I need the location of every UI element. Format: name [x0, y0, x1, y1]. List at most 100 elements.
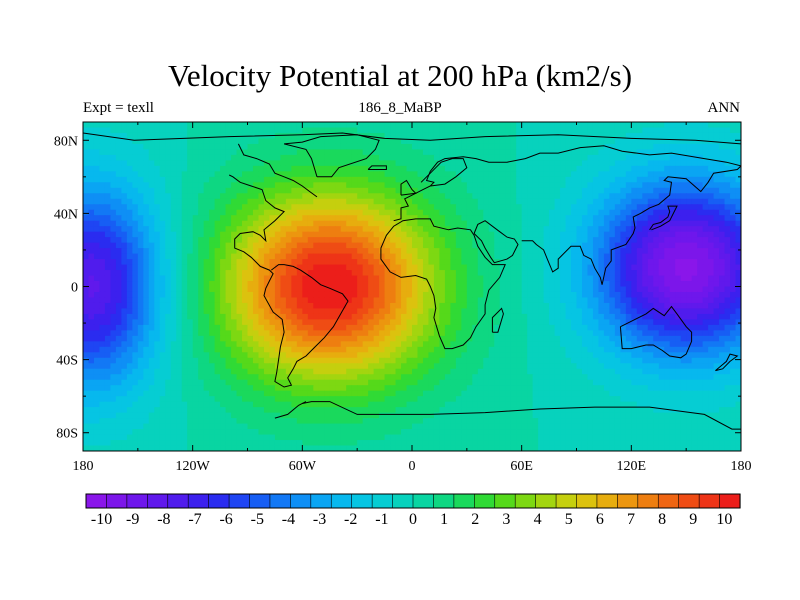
field-cell [115, 335, 122, 342]
field-cell [351, 286, 358, 293]
field-cell [702, 324, 709, 331]
field-cell [543, 198, 550, 205]
field-cell [143, 138, 150, 145]
field-cell [477, 308, 484, 315]
field-cell [192, 187, 199, 194]
field-cell [587, 198, 594, 205]
field-cell [647, 182, 654, 189]
field-cell [258, 237, 265, 244]
field-cell [357, 237, 364, 244]
field-cell [368, 204, 375, 211]
field-cell [488, 171, 495, 178]
field-cell [598, 253, 605, 260]
field-cell [549, 330, 556, 337]
field-cell [126, 209, 133, 216]
field-cell [340, 138, 347, 145]
field-cell [455, 324, 462, 331]
field-cell [560, 237, 567, 244]
field-cell [708, 165, 715, 172]
field-cell [379, 270, 386, 277]
field-cell [653, 198, 660, 205]
field-cell [532, 308, 539, 315]
field-cell [636, 198, 643, 205]
field-cell [209, 242, 216, 249]
field-cell [691, 286, 698, 293]
field-cell [346, 193, 353, 200]
field-cell [592, 182, 600, 189]
field-cell [263, 204, 271, 211]
field-cell [565, 132, 572, 140]
field-cell [560, 215, 567, 222]
field-cell [291, 313, 298, 320]
field-cell [554, 226, 561, 233]
field-cell [543, 143, 550, 151]
field-cell [609, 341, 616, 348]
field-cell [296, 253, 303, 260]
field-cell [143, 253, 150, 260]
field-cell [642, 324, 649, 331]
field-cell [242, 182, 249, 189]
field-cell [708, 275, 715, 282]
field-cell [713, 193, 720, 200]
field-cell [390, 132, 397, 140]
field-cell [581, 308, 589, 315]
field-cell [439, 138, 446, 145]
field-cell [422, 209, 430, 216]
field-cell [412, 154, 419, 161]
field-cell [675, 286, 682, 293]
field-cell [176, 187, 183, 194]
field-cell [115, 132, 122, 140]
field-cell [702, 286, 709, 293]
field-cell [433, 319, 441, 326]
field-cell [439, 165, 446, 172]
field-cell [412, 253, 419, 260]
field-cell [592, 313, 600, 320]
field-cell [170, 193, 177, 200]
field-cell [439, 286, 446, 293]
field-cell [220, 297, 227, 304]
field-cell [598, 330, 605, 337]
field-cell [148, 341, 155, 348]
field-cell [472, 248, 479, 255]
field-cell [209, 122, 216, 129]
field-cell [697, 286, 704, 293]
field-cell [285, 264, 292, 271]
field-cell [647, 291, 654, 299]
field-cell [269, 198, 276, 205]
field-cell [280, 308, 287, 315]
field-cell [214, 176, 221, 183]
field-cell [302, 122, 309, 129]
field-cell [247, 226, 254, 233]
field-cell [340, 127, 347, 134]
field-cell [560, 248, 567, 255]
field-cell [675, 220, 682, 227]
field-cell [412, 226, 419, 233]
field-cell [735, 330, 741, 337]
field-cell [324, 275, 331, 282]
field-cell [653, 330, 660, 337]
field-cell [401, 165, 408, 172]
field-cell [302, 237, 309, 244]
field-cell [730, 220, 737, 227]
field-cell [614, 286, 621, 293]
field-cell [395, 237, 402, 244]
field-cell [83, 264, 90, 271]
field-cell [379, 281, 386, 288]
field-cell [719, 253, 726, 260]
field-cell [708, 281, 715, 288]
field-cell [93, 122, 101, 129]
field-cell [242, 209, 249, 216]
field-cell [554, 297, 561, 304]
field-cell [592, 302, 600, 310]
field-cell [571, 281, 578, 288]
field-cell [527, 204, 534, 211]
field-cell [461, 165, 468, 172]
field-cell [669, 242, 676, 249]
field-cell [384, 319, 391, 326]
field-cell [104, 259, 112, 266]
field-cell [154, 198, 161, 205]
field-cell [335, 270, 342, 277]
field-cell [83, 171, 90, 178]
field-cell [351, 176, 358, 183]
field-cell [132, 259, 139, 266]
